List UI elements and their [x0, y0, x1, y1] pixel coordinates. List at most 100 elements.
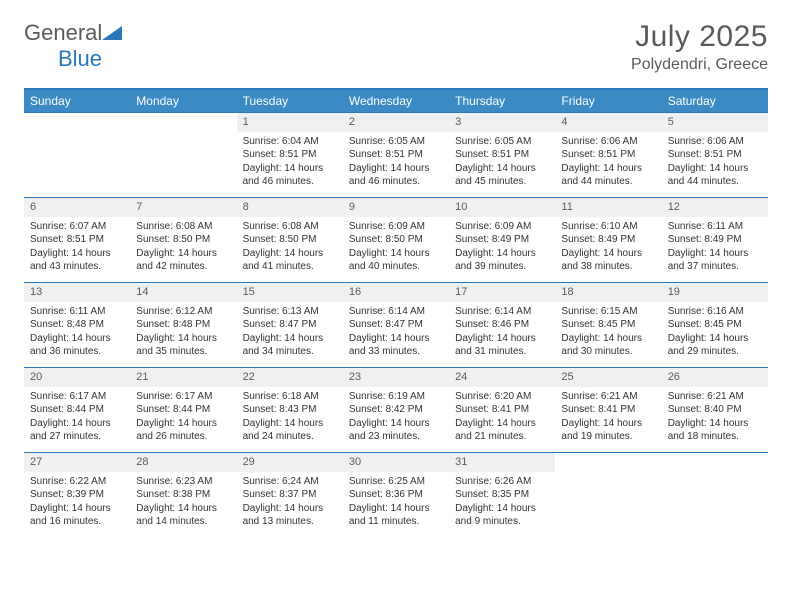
day-number: 27: [24, 453, 130, 472]
day-cell: 13Sunrise: 6:11 AMSunset: 8:48 PMDayligh…: [24, 283, 130, 367]
day-body: Sunrise: 6:18 AMSunset: 8:43 PMDaylight:…: [237, 387, 343, 450]
sunrise-text: Sunrise: 6:05 AM: [349, 135, 443, 149]
day-number: 3: [449, 113, 555, 132]
day-cell: 31Sunrise: 6:26 AMSunset: 8:35 PMDayligh…: [449, 453, 555, 537]
day-number: 22: [237, 368, 343, 387]
daylight-text: Daylight: 14 hours and 37 minutes.: [668, 247, 762, 274]
daylight-text: Daylight: 14 hours and 23 minutes.: [349, 417, 443, 444]
daylight-text: Daylight: 14 hours and 19 minutes.: [561, 417, 655, 444]
sunrise-text: Sunrise: 6:08 AM: [136, 220, 230, 234]
sunset-text: Sunset: 8:37 PM: [243, 488, 337, 502]
sunrise-text: Sunrise: 6:21 AM: [561, 390, 655, 404]
sunset-text: Sunset: 8:35 PM: [455, 488, 549, 502]
day-cell: 19Sunrise: 6:16 AMSunset: 8:45 PMDayligh…: [662, 283, 768, 367]
day-number: 7: [130, 198, 236, 217]
day-cell: [130, 113, 236, 197]
day-cell: 9Sunrise: 6:09 AMSunset: 8:50 PMDaylight…: [343, 198, 449, 282]
sunset-text: Sunset: 8:51 PM: [455, 148, 549, 162]
day-number: 31: [449, 453, 555, 472]
day-cell: 7Sunrise: 6:08 AMSunset: 8:50 PMDaylight…: [130, 198, 236, 282]
week-row: 6Sunrise: 6:07 AMSunset: 8:51 PMDaylight…: [24, 197, 768, 282]
day-body: Sunrise: 6:11 AMSunset: 8:49 PMDaylight:…: [662, 217, 768, 280]
day-number: 16: [343, 283, 449, 302]
daylight-text: Daylight: 14 hours and 24 minutes.: [243, 417, 337, 444]
daylight-text: Daylight: 14 hours and 41 minutes.: [243, 247, 337, 274]
day-number: 28: [130, 453, 236, 472]
daylight-text: Daylight: 14 hours and 29 minutes.: [668, 332, 762, 359]
day-number: 10: [449, 198, 555, 217]
daylight-text: Daylight: 14 hours and 14 minutes.: [136, 502, 230, 529]
day-body: Sunrise: 6:06 AMSunset: 8:51 PMDaylight:…: [555, 132, 661, 195]
daylight-text: Daylight: 14 hours and 21 minutes.: [455, 417, 549, 444]
sunrise-text: Sunrise: 6:22 AM: [30, 475, 124, 489]
sunrise-text: Sunrise: 6:09 AM: [455, 220, 549, 234]
daylight-text: Daylight: 14 hours and 35 minutes.: [136, 332, 230, 359]
day-cell: 5Sunrise: 6:06 AMSunset: 8:51 PMDaylight…: [662, 113, 768, 197]
sunrise-text: Sunrise: 6:16 AM: [668, 305, 762, 319]
sunset-text: Sunset: 8:49 PM: [668, 233, 762, 247]
day-cell: 3Sunrise: 6:05 AMSunset: 8:51 PMDaylight…: [449, 113, 555, 197]
daylight-text: Daylight: 14 hours and 43 minutes.: [30, 247, 124, 274]
sunrise-text: Sunrise: 6:07 AM: [30, 220, 124, 234]
day-header-row: Sunday Monday Tuesday Wednesday Thursday…: [24, 90, 768, 112]
sunrise-text: Sunrise: 6:21 AM: [668, 390, 762, 404]
daylight-text: Daylight: 14 hours and 42 minutes.: [136, 247, 230, 274]
day-number: 6: [24, 198, 130, 217]
sunrise-text: Sunrise: 6:17 AM: [30, 390, 124, 404]
sunrise-text: Sunrise: 6:19 AM: [349, 390, 443, 404]
day-number: 24: [449, 368, 555, 387]
day-body: Sunrise: 6:06 AMSunset: 8:51 PMDaylight:…: [662, 132, 768, 195]
day-body: Sunrise: 6:17 AMSunset: 8:44 PMDaylight:…: [24, 387, 130, 450]
weeks-container: 1Sunrise: 6:04 AMSunset: 8:51 PMDaylight…: [24, 112, 768, 537]
day-header-saturday: Saturday: [662, 90, 768, 112]
day-cell: 11Sunrise: 6:10 AMSunset: 8:49 PMDayligh…: [555, 198, 661, 282]
sunset-text: Sunset: 8:41 PM: [561, 403, 655, 417]
logo-text: General Blue: [24, 20, 122, 72]
day-number: 29: [237, 453, 343, 472]
week-row: 13Sunrise: 6:11 AMSunset: 8:48 PMDayligh…: [24, 282, 768, 367]
sunrise-text: Sunrise: 6:04 AM: [243, 135, 337, 149]
daylight-text: Daylight: 14 hours and 46 minutes.: [243, 162, 337, 189]
day-cell: 1Sunrise: 6:04 AMSunset: 8:51 PMDaylight…: [237, 113, 343, 197]
sunrise-text: Sunrise: 6:10 AM: [561, 220, 655, 234]
day-number: 30: [343, 453, 449, 472]
sunrise-text: Sunrise: 6:17 AM: [136, 390, 230, 404]
sunrise-text: Sunrise: 6:08 AM: [243, 220, 337, 234]
day-number: 15: [237, 283, 343, 302]
sunset-text: Sunset: 8:51 PM: [30, 233, 124, 247]
sunrise-text: Sunrise: 6:24 AM: [243, 475, 337, 489]
daylight-text: Daylight: 14 hours and 33 minutes.: [349, 332, 443, 359]
day-body: Sunrise: 6:12 AMSunset: 8:48 PMDaylight:…: [130, 302, 236, 365]
day-cell: 6Sunrise: 6:07 AMSunset: 8:51 PMDaylight…: [24, 198, 130, 282]
sunrise-text: Sunrise: 6:12 AM: [136, 305, 230, 319]
sunset-text: Sunset: 8:50 PM: [349, 233, 443, 247]
day-body: Sunrise: 6:25 AMSunset: 8:36 PMDaylight:…: [343, 472, 449, 535]
week-row: 1Sunrise: 6:04 AMSunset: 8:51 PMDaylight…: [24, 112, 768, 197]
day-body: Sunrise: 6:08 AMSunset: 8:50 PMDaylight:…: [237, 217, 343, 280]
sunset-text: Sunset: 8:44 PM: [136, 403, 230, 417]
day-number: 8: [237, 198, 343, 217]
day-body: Sunrise: 6:07 AMSunset: 8:51 PMDaylight:…: [24, 217, 130, 280]
day-body: Sunrise: 6:15 AMSunset: 8:45 PMDaylight:…: [555, 302, 661, 365]
sunset-text: Sunset: 8:47 PM: [349, 318, 443, 332]
day-number: 25: [555, 368, 661, 387]
sunset-text: Sunset: 8:49 PM: [561, 233, 655, 247]
daylight-text: Daylight: 14 hours and 44 minutes.: [561, 162, 655, 189]
logo-text-part2: Blue: [24, 46, 102, 71]
sunset-text: Sunset: 8:42 PM: [349, 403, 443, 417]
sunset-text: Sunset: 8:38 PM: [136, 488, 230, 502]
sunrise-text: Sunrise: 6:11 AM: [668, 220, 762, 234]
daylight-text: Daylight: 14 hours and 26 minutes.: [136, 417, 230, 444]
day-body: Sunrise: 6:09 AMSunset: 8:50 PMDaylight:…: [343, 217, 449, 280]
sunset-text: Sunset: 8:44 PM: [30, 403, 124, 417]
day-body: Sunrise: 6:23 AMSunset: 8:38 PMDaylight:…: [130, 472, 236, 535]
logo-text-part1: General: [24, 20, 102, 45]
day-number: 2: [343, 113, 449, 132]
day-body: Sunrise: 6:14 AMSunset: 8:46 PMDaylight:…: [449, 302, 555, 365]
day-cell: 14Sunrise: 6:12 AMSunset: 8:48 PMDayligh…: [130, 283, 236, 367]
week-row: 20Sunrise: 6:17 AMSunset: 8:44 PMDayligh…: [24, 367, 768, 452]
sunrise-text: Sunrise: 6:14 AM: [455, 305, 549, 319]
sunrise-text: Sunrise: 6:25 AM: [349, 475, 443, 489]
sunset-text: Sunset: 8:47 PM: [243, 318, 337, 332]
day-number: 12: [662, 198, 768, 217]
